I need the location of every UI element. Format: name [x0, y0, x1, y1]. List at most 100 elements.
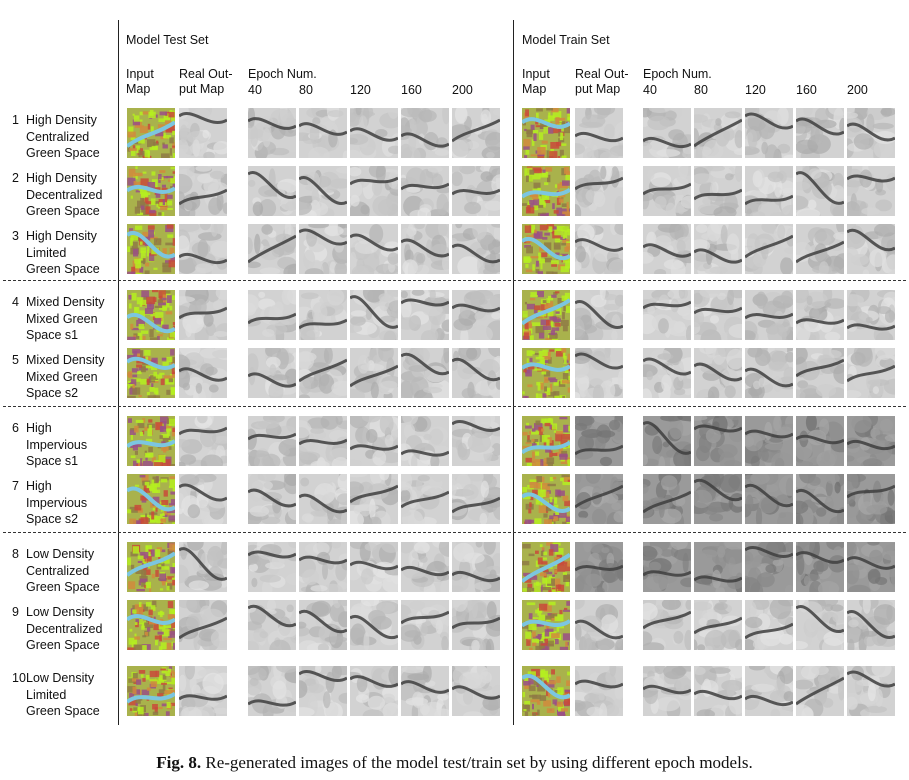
tile-train-row4-input: [522, 290, 570, 340]
row-label-line: Space s2: [26, 512, 79, 526]
tile-test-row1-input: [127, 108, 175, 158]
tile-test-row2-epoch-200: [452, 166, 500, 216]
tile-test-row9-input: [127, 600, 175, 650]
tile-train-row6-epoch-80: [694, 416, 742, 466]
row-label-line: Limited: [26, 245, 67, 260]
tile-train-row8-epoch-200: [847, 542, 895, 592]
tile-test-row5-epoch-160: [401, 348, 449, 398]
row-label-line: Low Density: [26, 547, 95, 561]
tile-test-row7-epoch-120: [350, 474, 398, 524]
tile-train-row10-epoch-120: [745, 666, 793, 716]
tile-test-row3-epoch-80: [299, 224, 347, 274]
tile-train-row1-epoch-120: [745, 108, 793, 158]
row-number: 4: [12, 295, 19, 309]
row-label-7: 7 High Impervious Space s2: [12, 478, 124, 528]
row-label-1: 1 High Density Centralized Green Space: [12, 112, 124, 162]
tile-test-row2-input: [127, 166, 175, 216]
tile-test-row4-epoch-80: [299, 290, 347, 340]
row-label-line: High: [26, 421, 52, 435]
test-set-title: Model Test Set: [126, 33, 209, 47]
tile-test-row10-epoch-200: [452, 666, 500, 716]
row-label-line: Mixed Green: [26, 311, 98, 326]
row-label-line: Mixed Density: [26, 295, 105, 309]
row-label-9: 9 Low Density Decentralized Green Space: [12, 604, 124, 654]
tile-train-row3-epoch-80: [694, 224, 742, 274]
row-label-6: 6 High Impervious Space s1: [12, 420, 124, 470]
col-header-real-test: Real Out-put Map: [179, 67, 233, 96]
tile-train-row5-epoch-200: [847, 348, 895, 398]
tile-train-row6-epoch-160: [796, 416, 844, 466]
tile-train-row7-input: [522, 474, 570, 524]
row-number: 7: [12, 479, 19, 493]
tile-train-row5-epoch-160: [796, 348, 844, 398]
tile-test-row8-epoch-80: [299, 542, 347, 592]
tile-train-row8-epoch-40: [643, 542, 691, 592]
tile-test-row3-epoch-160: [401, 224, 449, 274]
epoch-120-test: 120: [350, 83, 371, 97]
tile-train-row7-epoch-200: [847, 474, 895, 524]
tile-test-row10-input: [127, 666, 175, 716]
row-label-line: Green Space: [26, 580, 100, 594]
row-label-line: Green Space: [26, 204, 100, 218]
row-label-8: 8 Low Density Centralized Green Space: [12, 546, 124, 596]
epoch-40-train: 40: [643, 83, 657, 97]
figure-caption: Fig. 8. Re-generated images of the model…: [0, 753, 909, 773]
tile-train-row3-epoch-40: [643, 224, 691, 274]
tile-test-row2-real: [179, 166, 227, 216]
tile-train-row10-epoch-80: [694, 666, 742, 716]
tile-train-row1-epoch-200: [847, 108, 895, 158]
tile-train-row8-epoch-120: [745, 542, 793, 592]
tile-test-row2-epoch-160: [401, 166, 449, 216]
group-separator-2: [3, 406, 906, 407]
tile-test-row5-epoch-40: [248, 348, 296, 398]
tile-train-row2-epoch-200: [847, 166, 895, 216]
tile-train-row3-epoch-200: [847, 224, 895, 274]
tile-train-row5-epoch-120: [745, 348, 793, 398]
tile-test-row7-epoch-80: [299, 474, 347, 524]
tile-train-row1-epoch-80: [694, 108, 742, 158]
tile-test-row4-input: [127, 290, 175, 340]
row-number: 3: [12, 229, 19, 243]
caption-text: Re-generated images of the model test/tr…: [205, 753, 753, 772]
tile-train-row9-epoch-160: [796, 600, 844, 650]
tile-train-row4-real: [575, 290, 623, 340]
tile-train-row7-real: [575, 474, 623, 524]
tile-test-row1-epoch-40: [248, 108, 296, 158]
tile-train-row2-real: [575, 166, 623, 216]
epoch-40-test: 40: [248, 83, 262, 97]
tile-test-row10-epoch-160: [401, 666, 449, 716]
tile-train-row9-epoch-80: [694, 600, 742, 650]
tile-train-row1-real: [575, 108, 623, 158]
tile-train-row9-epoch-200: [847, 600, 895, 650]
row-label-line: Mixed Density: [26, 353, 105, 367]
group-separator-3: [3, 532, 906, 533]
tile-train-row3-real: [575, 224, 623, 274]
tile-train-row10-input: [522, 666, 570, 716]
tile-test-row6-epoch-40: [248, 416, 296, 466]
row-label-line: Space s1: [26, 328, 79, 342]
row-label-line: Space s2: [26, 386, 79, 400]
tile-test-row9-epoch-200: [452, 600, 500, 650]
row-number: 6: [12, 421, 19, 435]
tile-train-row3-epoch-120: [745, 224, 793, 274]
tile-test-row7-input: [127, 474, 175, 524]
tile-train-row2-epoch-80: [694, 166, 742, 216]
tile-train-row6-epoch-40: [643, 416, 691, 466]
epoch-120-train: 120: [745, 83, 766, 97]
tile-test-row8-epoch-120: [350, 542, 398, 592]
tile-test-row4-epoch-200: [452, 290, 500, 340]
tile-test-row3-real: [179, 224, 227, 274]
tile-train-row9-epoch-40: [643, 600, 691, 650]
tile-test-row5-real: [179, 348, 227, 398]
tile-test-row4-epoch-40: [248, 290, 296, 340]
tile-train-row9-input: [522, 600, 570, 650]
group-separator-1: [3, 280, 906, 281]
tile-train-row5-epoch-80: [694, 348, 742, 398]
tile-test-row5-epoch-200: [452, 348, 500, 398]
tile-test-row8-input: [127, 542, 175, 592]
left-divider: [118, 20, 119, 725]
tile-train-row7-epoch-80: [694, 474, 742, 524]
row-label-line: Low Density: [26, 671, 95, 685]
tile-train-row10-epoch-200: [847, 666, 895, 716]
tile-test-row6-input: [127, 416, 175, 466]
